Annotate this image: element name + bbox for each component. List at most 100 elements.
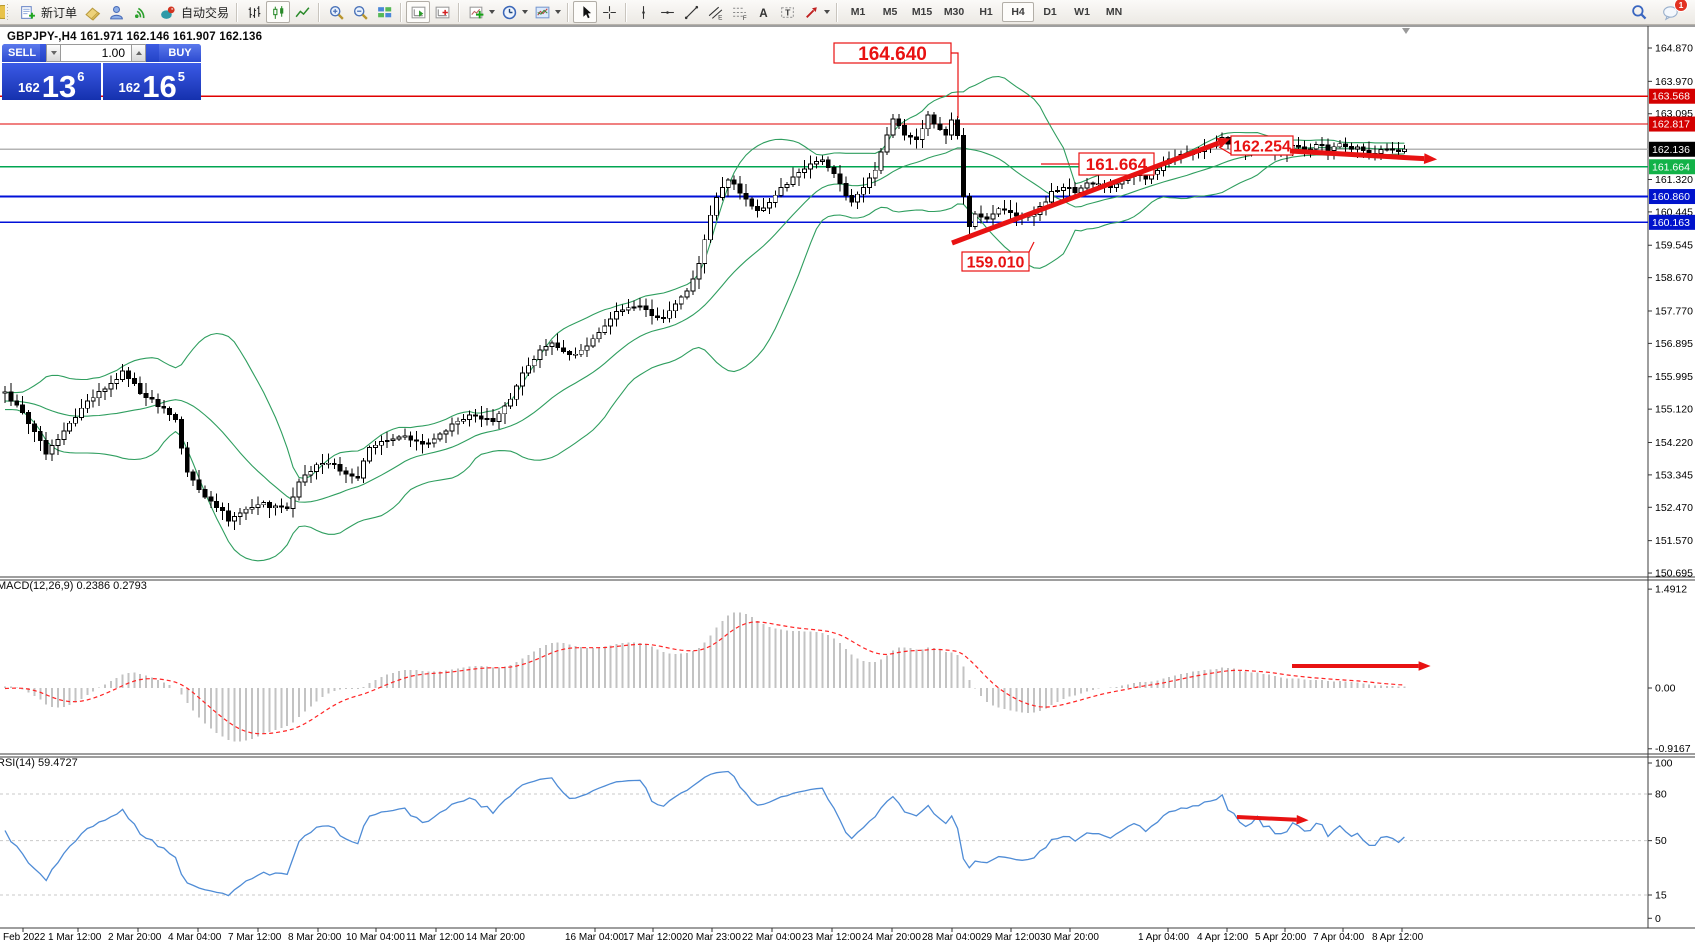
rsi-label: RSI(14) 59.4727 bbox=[0, 757, 78, 769]
svg-text:30 Mar 20:00: 30 Mar 20:00 bbox=[1040, 932, 1099, 943]
toolbar-separator bbox=[318, 2, 321, 22]
svg-text:A: A bbox=[759, 6, 768, 19]
volume-increase-button[interactable] bbox=[131, 44, 146, 62]
svg-text:156.895: 156.895 bbox=[1655, 338, 1693, 350]
fibonacci-tool-icon[interactable]: F bbox=[727, 1, 751, 23]
arrows-dropdown-icon[interactable] bbox=[824, 10, 831, 14]
templates-icon[interactable] bbox=[530, 1, 554, 23]
chart-shift-marker[interactable] bbox=[1402, 28, 1410, 34]
timeframe-H4[interactable]: H4 bbox=[1002, 2, 1035, 22]
svg-text:162.817: 162.817 bbox=[1652, 119, 1690, 131]
annotation-164.640[interactable]: 164.640 bbox=[833, 42, 959, 118]
text-label-tool-icon[interactable]: T bbox=[775, 1, 799, 23]
svg-text:2 Mar 20:00: 2 Mar 20:00 bbox=[108, 932, 162, 943]
timeframe-MN[interactable]: MN bbox=[1105, 6, 1123, 18]
svg-text:50: 50 bbox=[1655, 835, 1667, 847]
macd-histogram bbox=[4, 612, 1406, 742]
notifications-icon[interactable]: 1 bbox=[1659, 0, 1688, 23]
timeframe-M30[interactable]: M30 bbox=[943, 6, 965, 18]
templates-dropdown-icon[interactable] bbox=[555, 10, 562, 14]
timeframe-M5[interactable]: M5 bbox=[882, 6, 898, 18]
svg-text:155.995: 155.995 bbox=[1655, 371, 1693, 383]
horizontal-line-tool-icon[interactable] bbox=[655, 1, 679, 23]
periods-icon[interactable] bbox=[497, 1, 521, 23]
chart-shift-icon[interactable] bbox=[430, 1, 454, 23]
zoom-in-icon[interactable] bbox=[324, 1, 348, 23]
svg-text:100: 100 bbox=[1655, 758, 1673, 770]
volume-decrease-button[interactable] bbox=[46, 44, 61, 62]
bar-chart-icon[interactable] bbox=[242, 1, 266, 23]
triangle-up-icon bbox=[135, 51, 142, 55]
trendline-tool-icon[interactable] bbox=[679, 1, 703, 23]
sell-button[interactable]: SELL bbox=[2, 44, 40, 62]
timeframe-M15[interactable]: M15 bbox=[911, 6, 933, 18]
new-order-label: 新订单 bbox=[41, 5, 78, 20]
trend-arrows[interactable] bbox=[951, 137, 1438, 825]
annotation-161.664[interactable]: 161.664 bbox=[1041, 152, 1155, 176]
timeframe-group: M1 M5 M15 M30 H1 H4 D1 W1 MN bbox=[842, 2, 1130, 22]
auto-trading-button[interactable]: 自动交易 bbox=[152, 2, 232, 22]
periods-dropdown-icon[interactable] bbox=[522, 10, 529, 14]
svg-text:162.254: 162.254 bbox=[1233, 138, 1291, 155]
timeframe-M1[interactable]: M1 bbox=[850, 6, 866, 18]
svg-text:160.163: 160.163 bbox=[1652, 217, 1690, 229]
profile-icon[interactable] bbox=[104, 1, 128, 23]
svg-text:150.695: 150.695 bbox=[1655, 568, 1693, 580]
eraser-icon[interactable] bbox=[80, 1, 104, 23]
vertical-line-tool-icon[interactable] bbox=[631, 1, 655, 23]
channel-tool-icon[interactable]: E bbox=[703, 1, 727, 23]
timeframe-W1[interactable]: W1 bbox=[1074, 6, 1090, 18]
candlestick-series bbox=[2, 110, 1407, 531]
tile-windows-icon[interactable] bbox=[372, 1, 396, 23]
volume-input[interactable] bbox=[61, 44, 131, 62]
timeframe-D1[interactable]: D1 bbox=[1043, 6, 1057, 18]
buy-price[interactable]: 162 16 5 bbox=[102, 63, 201, 102]
toolbar-grip bbox=[6, 3, 9, 21]
timeframe-H1[interactable]: H1 bbox=[979, 6, 993, 18]
toolbar-separator bbox=[400, 2, 403, 22]
line-chart-icon[interactable] bbox=[290, 1, 314, 23]
svg-text:11 Mar 12:00: 11 Mar 12:00 bbox=[406, 932, 465, 943]
crosshair-icon[interactable] bbox=[597, 1, 621, 23]
auto-trading-icon bbox=[155, 1, 179, 23]
candlestick-chart-icon[interactable] bbox=[266, 1, 291, 23]
svg-text:163.568: 163.568 bbox=[1652, 91, 1690, 103]
indicators-dropdown-icon[interactable] bbox=[489, 10, 496, 14]
search-icon[interactable] bbox=[1627, 1, 1651, 23]
macd-axis: 1.4912 0.00 -0.9167 bbox=[1648, 584, 1691, 755]
level-lines[interactable] bbox=[0, 95, 1648, 224]
cursor-icon[interactable] bbox=[573, 1, 598, 23]
svg-text:24 Mar 20:00: 24 Mar 20:00 bbox=[862, 932, 921, 943]
annotation-159.010[interactable]: 159.010 bbox=[961, 241, 1035, 272]
auto-scroll-icon[interactable] bbox=[406, 1, 431, 23]
svg-text:157.770: 157.770 bbox=[1655, 305, 1693, 317]
buy-button[interactable]: BUY bbox=[159, 44, 201, 62]
svg-text:16 Mar 04:00: 16 Mar 04:00 bbox=[565, 932, 624, 943]
svg-text:164.640: 164.640 bbox=[858, 44, 927, 65]
svg-text:28 Mar 04:00: 28 Mar 04:00 bbox=[922, 932, 981, 943]
new-order-button[interactable]: 新订单 bbox=[12, 2, 80, 22]
signal-icon[interactable] bbox=[128, 1, 152, 23]
rsi-pane: 100 80 50 15 0 bbox=[0, 758, 1673, 925]
svg-text:4 Mar 04:00: 4 Mar 04:00 bbox=[168, 932, 222, 943]
svg-text:0: 0 bbox=[1655, 913, 1661, 925]
svg-text:4 Apr 12:00: 4 Apr 12:00 bbox=[1197, 932, 1249, 943]
sell-price[interactable]: 162 13 6 bbox=[2, 63, 101, 102]
arrows-tool-icon[interactable] bbox=[799, 1, 823, 23]
macd-signal-line bbox=[4, 621, 1405, 735]
price-annotations: 164.640 162.254 161.664 159.010 bbox=[833, 42, 1294, 272]
zoom-out-icon[interactable] bbox=[348, 1, 372, 23]
svg-text:152.470: 152.470 bbox=[1655, 502, 1693, 514]
svg-text:160.860: 160.860 bbox=[1652, 191, 1690, 203]
notification-badge: 1 bbox=[1674, 0, 1688, 12]
svg-text:8 Apr 12:00: 8 Apr 12:00 bbox=[1372, 932, 1424, 943]
indicators-icon[interactable] bbox=[464, 1, 488, 23]
svg-text:161.320: 161.320 bbox=[1655, 174, 1693, 186]
pane-borders bbox=[0, 25, 1695, 929]
main-toolbar: 新订单 自动交易 E F A T bbox=[0, 0, 1695, 25]
annotation-162.254[interactable]: 162.254 bbox=[1218, 135, 1294, 156]
svg-text:8 Mar 20:00: 8 Mar 20:00 bbox=[288, 932, 342, 943]
svg-text:163.970: 163.970 bbox=[1655, 76, 1693, 88]
text-tool-icon[interactable]: A bbox=[751, 1, 775, 23]
